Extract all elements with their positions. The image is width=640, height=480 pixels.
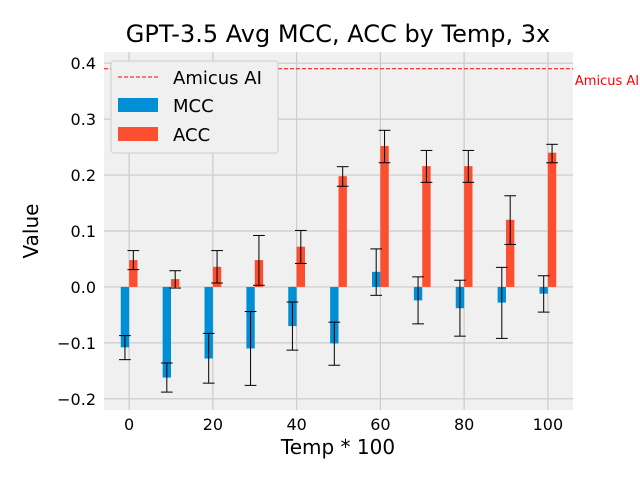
y-tick-label: 0.0 [71, 278, 96, 297]
x-tick-label: 20 [203, 415, 223, 434]
acc-bar [380, 145, 389, 287]
error-bars [119, 129, 558, 393]
acc-bar [506, 219, 515, 287]
x-tick-label: 0 [124, 415, 134, 434]
acc-bar [129, 260, 138, 287]
x-tick-label: 100 [533, 415, 564, 434]
mcc-bar [204, 286, 213, 359]
acc-bar [338, 176, 347, 287]
legend-label-amicus-ai: Amicus AI [173, 68, 262, 89]
acc-bar [547, 152, 557, 287]
y-axis-label: Value [19, 204, 43, 259]
mcc-bar [162, 286, 171, 378]
legend-label-mcc: MCC [173, 96, 214, 117]
x-ticks: 0 20 40 60 80 100 [124, 415, 563, 434]
legend-label-acc: ACC [173, 125, 210, 146]
x-tick-label: 80 [454, 415, 474, 434]
y-tick-label: 0.2 [71, 166, 96, 185]
chart-title: GPT-3.5 Avg MCC, ACC by Temp, 3x [126, 20, 550, 48]
y-tick-label: −0.1 [57, 334, 96, 353]
legend-swatch-mcc [118, 98, 158, 112]
y-tick-label: 0.3 [71, 110, 96, 129]
x-tick-label: 40 [286, 415, 306, 434]
acc-bar [422, 166, 431, 287]
acc-bar [464, 166, 473, 287]
y-tick-label: −0.2 [57, 390, 96, 409]
y-tick-label: 0.1 [71, 222, 96, 241]
mcc-bar [120, 286, 130, 348]
y-tick-label: 0.4 [71, 54, 96, 73]
legend-swatch-acc [118, 127, 158, 141]
y-ticks: −0.2 −0.1 0.0 0.1 0.2 0.3 0.4 [57, 54, 96, 409]
mcc-bar [330, 286, 339, 344]
acc-bar [296, 246, 305, 287]
reference-line-label: Amicus AI [575, 74, 639, 89]
x-axis-label: Temp * 100 [280, 435, 395, 459]
legend: Amicus AI MCC ACC [110, 60, 279, 154]
x-tick-label: 60 [370, 415, 390, 434]
